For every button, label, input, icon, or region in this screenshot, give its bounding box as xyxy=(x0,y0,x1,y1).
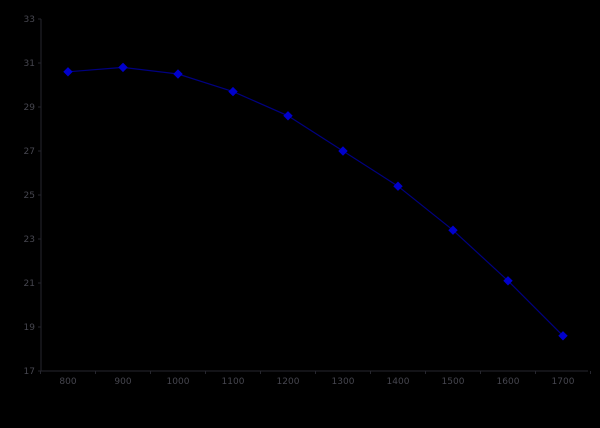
y-tick-label: 27 xyxy=(24,147,35,157)
y-tick-label: 21 xyxy=(24,279,35,289)
x-tick-label: 900 xyxy=(114,377,131,387)
data-point-marker xyxy=(118,62,128,73)
x-tick-label: 1700 xyxy=(552,377,575,387)
y-tick-label: 29 xyxy=(24,103,36,113)
data-point-marker xyxy=(558,331,568,341)
y-tick-label: 25 xyxy=(24,191,35,201)
data-series-markers xyxy=(63,62,568,341)
y-tick-label: 33 xyxy=(24,15,35,25)
data-series-line xyxy=(67,66,564,337)
x-tick-label: 1200 xyxy=(277,377,300,387)
y-tick-label: 23 xyxy=(24,235,35,245)
x-tick-label: 1400 xyxy=(387,377,410,387)
data-point-marker xyxy=(283,111,293,121)
data-point-marker xyxy=(503,276,513,286)
x-tick-label: 1100 xyxy=(222,377,245,387)
x-tick-label: 1000 xyxy=(167,377,190,387)
data-point-marker xyxy=(63,67,73,77)
data-point-marker xyxy=(173,69,183,79)
y-tick-label: 31 xyxy=(24,59,35,69)
y-tick-label: 19 xyxy=(24,323,36,333)
x-tick-label: 1600 xyxy=(497,377,520,387)
data-point-marker xyxy=(338,146,348,156)
y-axis-labels: 33 31 29 27 25 23 21 19 17 xyxy=(24,15,41,377)
data-point-marker xyxy=(393,181,403,191)
x-tick-label: 800 xyxy=(59,377,76,387)
x-tick-label: 1500 xyxy=(442,377,465,387)
x-tick-label: 1300 xyxy=(332,377,355,387)
data-point-marker xyxy=(448,225,458,235)
x-axis-labels: 800 900 1000 1100 1200 1300 1400 1500 1600 1700 xyxy=(40,371,591,387)
y-tick-label: 17 xyxy=(24,367,35,377)
data-point-marker xyxy=(228,86,238,97)
